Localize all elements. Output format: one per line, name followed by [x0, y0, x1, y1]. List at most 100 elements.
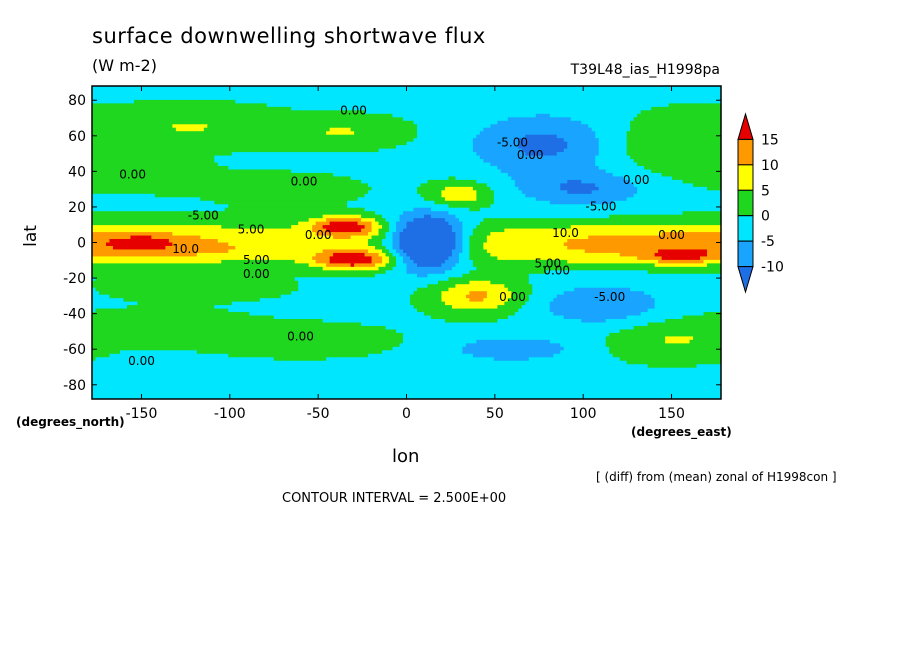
contour-cell	[214, 159, 484, 164]
contour-cell	[654, 305, 721, 310]
contour-label: 5.00	[243, 253, 270, 267]
contour-cell	[92, 141, 408, 146]
contour-cell	[451, 249, 464, 254]
contour-cell	[472, 353, 554, 358]
contour-cell	[486, 239, 568, 244]
contour-cell	[357, 197, 425, 202]
contour-cell	[92, 273, 376, 278]
contour-cell	[396, 228, 404, 233]
colorbar-segment	[737, 215, 754, 242]
contour-cell	[556, 294, 652, 299]
x-tick-label: -100	[214, 406, 246, 422]
colorbar-label: 0	[761, 209, 770, 225]
contour-cell	[92, 245, 114, 251]
contour-cell	[399, 235, 457, 240]
contour-cell	[476, 339, 551, 344]
contour-cell	[92, 266, 324, 271]
contour-cell	[462, 245, 470, 251]
contour-cell	[392, 245, 401, 251]
contour-cell	[273, 357, 327, 362]
contour-label: 0.00	[499, 290, 526, 304]
contour-cell	[630, 120, 721, 125]
contour-cell	[392, 113, 537, 118]
contour-cell	[654, 301, 721, 306]
contour-cell	[228, 242, 369, 247]
contour-cell	[92, 117, 404, 122]
contour-cell	[490, 252, 621, 258]
contour-cell	[389, 249, 397, 254]
contour-cell	[623, 176, 673, 181]
contour-cell	[368, 239, 383, 244]
contour-cell	[361, 322, 649, 327]
contour-cell	[458, 218, 484, 223]
contour-cell	[109, 239, 170, 244]
contour-cell	[469, 249, 488, 254]
contour-cell	[413, 218, 446, 223]
contour-cell	[518, 145, 568, 150]
contour-cell	[472, 145, 519, 150]
contour-cell	[175, 127, 205, 132]
contour-cell	[382, 249, 390, 254]
contour-cell	[483, 298, 509, 303]
contour-cell	[609, 350, 721, 355]
contour-cell	[507, 315, 565, 320]
contour-cell	[609, 214, 721, 219]
contour-cell	[479, 221, 721, 226]
contour-cell	[626, 131, 721, 136]
contour-cell	[612, 353, 721, 358]
contour-label: 5.00	[534, 256, 561, 270]
contour-cell	[532, 291, 565, 296]
contour-cell	[651, 106, 721, 111]
contour-cell	[700, 256, 721, 261]
contour-cell	[92, 162, 219, 167]
contour-cell	[532, 287, 575, 292]
contour-cell	[626, 141, 721, 146]
contour-cell	[476, 179, 516, 184]
contour-cell	[399, 245, 457, 251]
contour-cell	[361, 228, 373, 233]
contour-cell	[196, 252, 317, 258]
contour-cell	[416, 263, 443, 268]
contour-cell	[637, 186, 708, 191]
contour-cell	[92, 329, 397, 334]
contour-cell	[406, 141, 474, 146]
contour-cell	[294, 277, 450, 282]
contour-cell	[172, 232, 317, 237]
colorbar-label: -5	[761, 234, 775, 250]
contour-cell	[92, 287, 97, 292]
contour-cell	[441, 298, 470, 303]
contour-cell	[483, 218, 721, 223]
contour-label: 10.0	[172, 242, 199, 256]
colorbar-segment	[737, 189, 754, 217]
contour-cell	[368, 190, 418, 195]
contour-cell	[396, 145, 474, 150]
contour-cell	[658, 249, 708, 254]
contour-cell	[434, 200, 495, 205]
y-tick-label: 60	[68, 129, 86, 145]
contour-cell	[476, 197, 495, 202]
contour-cell	[385, 232, 394, 237]
contour-cell	[329, 127, 352, 132]
contour-cell	[350, 127, 418, 132]
contour-cell	[605, 336, 666, 341]
contour-cell	[476, 134, 526, 139]
contour-cell	[462, 232, 474, 237]
contour-cell	[661, 256, 701, 261]
contour-cell	[448, 277, 530, 282]
contour-cell	[228, 249, 324, 254]
contour-cell	[291, 106, 652, 111]
contour-cell	[416, 190, 443, 195]
contour-cell	[455, 176, 512, 181]
contour-cell	[444, 270, 470, 275]
contour-cell	[322, 249, 369, 254]
contour-cell	[228, 353, 369, 358]
contour-cell	[361, 218, 376, 223]
contour-cell	[392, 239, 401, 244]
contour-cell	[609, 332, 721, 337]
contour-cell	[612, 172, 663, 178]
contour-cell	[92, 353, 111, 358]
contour-cell	[165, 245, 236, 251]
contour-cell	[630, 155, 721, 160]
contour-cell	[200, 235, 334, 240]
